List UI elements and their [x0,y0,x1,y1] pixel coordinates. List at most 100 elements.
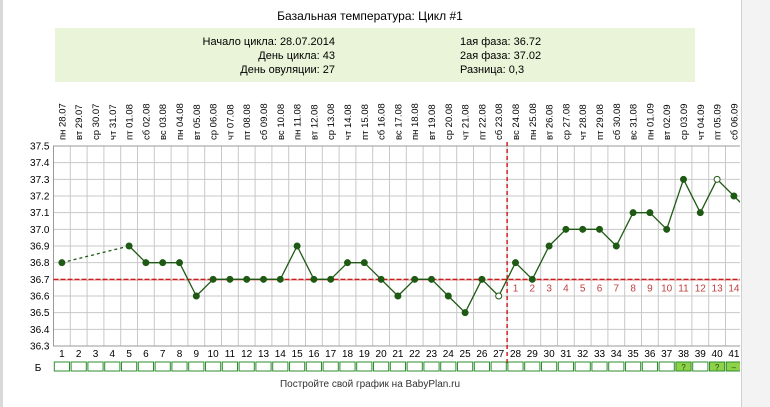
cycle-day-label: 36 [644,349,656,360]
weekday-date-label: вс 10.08 [276,104,287,140]
b-marker-box [709,361,726,372]
weekday-date-label: сб 30.08 [612,103,623,140]
cycle-day-label: 9 [194,349,200,360]
y-tick-label-left: 37.1 [30,208,50,219]
cycle-start-value: 28.07.2014 [279,36,335,48]
weekday-date-label: вт 26.08 [545,104,556,140]
luteal-day-label: 3 [546,283,552,294]
temperature-line-segment [682,179,701,213]
temperature-point [411,275,419,283]
ovulation-day-label: День овуляции: [240,64,320,76]
weekday-date-label: пн 18.08 [410,103,421,140]
b-marker-box [473,361,490,372]
temperature-point [293,242,301,250]
b-marker-box [221,361,239,372]
phase2-row: 2ая фаза: 37.02 [460,50,541,62]
cycle-day-label: 8 [177,349,183,360]
chart-title: Базальная температура: Цикл #1 [277,9,463,23]
cycle-day-label: 11 [225,349,236,360]
weekday-date-label: чт 21.08 [461,104,472,140]
luteal-day-label: 14 [728,283,740,294]
cycle-day-label: 25 [460,349,472,360]
weekday-date-label: пн 28.07 [57,103,68,140]
luteal-day-label: 12 [695,283,707,294]
b-marker-box [238,361,255,372]
b-marker-box [658,361,675,372]
weekday-date-label: пн 04.08 [175,103,186,140]
temperature-line-segment [296,245,315,280]
y-tick-label-left: 36.5 [30,308,50,319]
cycle-day-label: 12 [241,349,253,360]
weekday-date-label: чт 28.08 [578,104,589,140]
temperature-line-segment [515,262,533,280]
weekday-date-label: пт 15.08 [360,104,371,140]
weekday-date-label: ср 20.08 [444,104,455,140]
temperature-point [377,275,385,283]
luteal-day-label: 9 [647,283,653,294]
cycle-day-label: 33 [594,349,606,360]
b-marker-box [137,361,155,372]
weekday-date-label: вт 29.07 [74,104,85,140]
temperature-line-segment [548,228,567,247]
b-marker-box [423,361,440,372]
b-marker-box [675,361,692,372]
temperature-point [444,292,452,300]
b-marker-box [490,361,507,372]
footer-link[interactable]: Постройте свой график на BabyPlan.ru [279,379,461,390]
difference-label: Разница: [460,64,506,76]
b-marker-box [457,361,474,372]
temperature-point [360,259,368,267]
phase1-label: 1ая фаза: [460,36,511,48]
b-marker-box [188,361,205,372]
phase2-label: 2ая фаза: [460,50,511,62]
temperature-line-segment [699,179,718,213]
temperature-point [159,259,167,267]
temperature-point [58,259,66,267]
cycle-day-label: 16 [308,349,320,360]
window-scroll-gutter [741,0,770,407]
cycle-start-label: Начало цикла: [202,36,277,48]
weekday-date-label: чт 07.08 [225,104,236,140]
weekday-date-label: вс 31.08 [629,104,640,140]
temperature-point [730,192,738,200]
temperature-line-segment [716,178,735,197]
temperature-point [562,225,570,233]
b-marker-text: ? [715,363,720,372]
cycle-start-row: Начало цикла: 28.07.2014 [203,36,335,48]
temperature-point [344,259,351,267]
y-tick-label-left: 36.7 [30,275,50,286]
temperature-point [428,275,435,283]
weekday-date-label: ср 27.08 [561,104,572,140]
weekday-date-label: чт 04.09 [696,104,707,140]
y-tick-label-left: 36.6 [30,292,50,303]
cycle-day-label: 3 [93,349,99,360]
y-tick-label-left: 36.8 [30,258,50,269]
b-marker-box [406,361,423,372]
weekday-date-label: вт 12.08 [309,104,320,140]
weekday-date-label: вт 05.08 [192,104,203,140]
weekday-date-label: пт 08.08 [242,104,253,140]
plot-frame [53,145,740,347]
temperature-line-segment [195,278,214,297]
y-tick-label-left: 36.9 [30,242,50,253]
temperature-point [646,209,654,217]
difference-row: Разница: 0,3 [460,64,524,76]
temperature-point [260,275,267,283]
weekday-date-label: вт 02.09 [662,104,673,140]
temperature-line-segment [363,262,382,280]
weekday-date-label: сб 06.09 [729,103,740,140]
temperature-line-segment [649,212,668,230]
temperature-point [209,275,217,283]
b-marker-box [53,361,70,372]
b-marker-box [205,361,222,372]
cycle-info-panel: Начало цикла: 28.07.2014 День цикла: 43 … [55,28,695,82]
temperature-line-segment [178,262,197,297]
phase1-row: 1ая фаза: 36.72 [460,36,541,48]
b-marker-box [440,361,457,372]
luteal-day-label: 10 [661,283,673,294]
temperature-line-segment [599,228,617,247]
b-marker-box [255,361,272,372]
luteal-day-label: 2 [530,283,536,294]
weekday-date-label: ср 30.07 [91,104,102,140]
temperature-point [612,242,620,250]
